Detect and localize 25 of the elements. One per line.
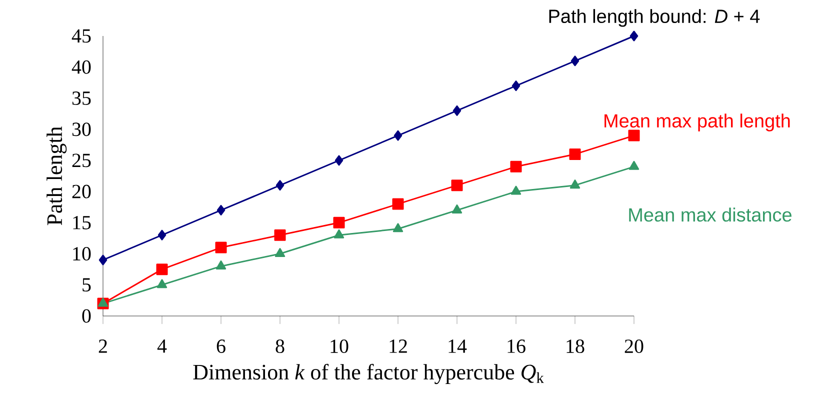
y-tick-label: 0 <box>82 309 91 323</box>
y-tick-label: 10 <box>73 247 91 261</box>
y-tick-label: 5 <box>82 278 91 292</box>
x-tick-label: 16 <box>508 340 526 353</box>
x-tick-label: 2 <box>98 340 107 353</box>
x-tick-label: 18 <box>566 340 584 354</box>
x-tick-label: 12 <box>390 340 407 353</box>
y-tick-label: 25 <box>72 154 91 168</box>
y-tick-label: 45 <box>72 29 91 43</box>
x-tick-label: 8 <box>276 340 284 354</box>
series-label: Mean max distance <box>629 208 792 222</box>
y-tick-label: 40 <box>72 60 91 74</box>
x-tick-label: 14 <box>448 340 467 353</box>
y-tick-label: 30 <box>72 122 91 136</box>
x-tick-label: 20 <box>624 340 644 354</box>
y-tick-label: 35 <box>72 92 91 105</box>
y-tick-label: 20 <box>72 184 91 198</box>
x-tick-label: 6 <box>216 340 226 353</box>
x-tick-label: 4 <box>157 340 167 353</box>
series-label: Path length bound: D + 4 <box>549 9 760 27</box>
x-axis-title: Dimension k of the factor hypercube Q$_{k}$ <box>193 364 544 384</box>
series-label: Mean max path length <box>604 114 790 132</box>
y-axis-title: Path length <box>46 126 67 226</box>
x-tick-label: 10 <box>330 340 348 354</box>
y-tick-label: 15 <box>73 216 91 230</box>
